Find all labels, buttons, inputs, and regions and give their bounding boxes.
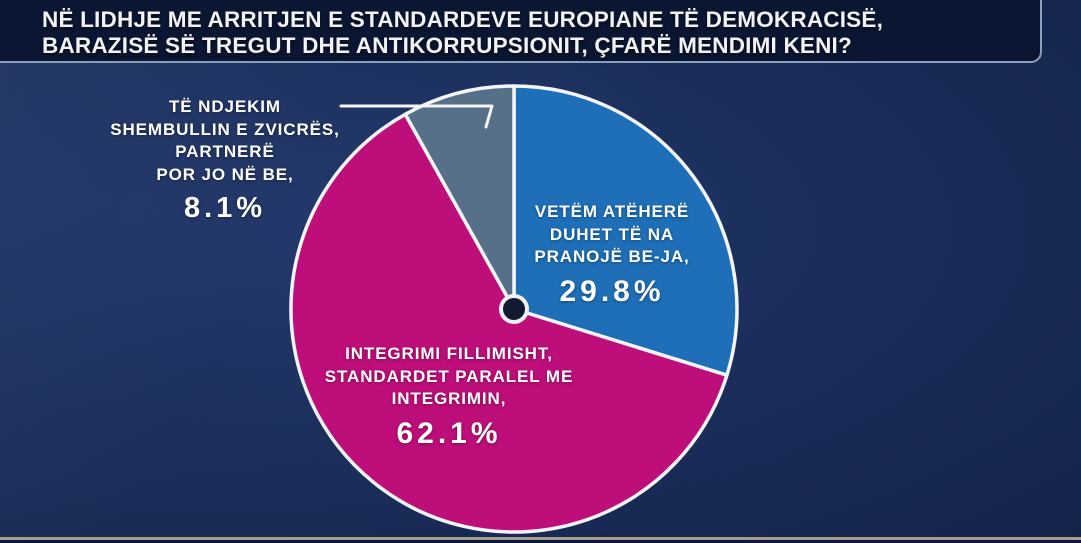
pie-slice-0 <box>512 84 739 377</box>
label-eu-acceptance: VETËM ATËHERË DUHET TË NA PRANOJË BE-JA,… <box>498 201 726 309</box>
label-integration-percent: 62.1% <box>396 416 502 450</box>
label-switzerland-percent: 8.1% <box>183 192 267 224</box>
label-integration-line: STANDARDET PARALEL ME <box>324 366 574 386</box>
bottom-rule-shadow <box>0 539 1081 543</box>
pie-center-dot <box>499 294 529 324</box>
label-integration-line: INTEGRIMIN, <box>391 389 507 408</box>
leader-line-switzerland <box>339 104 494 129</box>
question-line-1: NË LIDHJE ME ARRITJEN E STANDARDEVE EURO… <box>42 7 884 32</box>
pie-slice-1 <box>289 112 729 534</box>
label-switzerland-line: PARTNERË <box>175 142 275 161</box>
label-eu-line: VETËM ATËHERË <box>534 202 690 221</box>
label-integration: INTEGRIMI FILLIMISHT, STANDARDET PARALEL… <box>320 343 578 451</box>
label-switzerland-line: POR JO NË BE, <box>156 164 294 184</box>
pie-slice-2 <box>403 84 516 311</box>
question-line-2: BARAZISË SË TREGUT DHE ANTIKORRUPSIONIT,… <box>42 33 852 58</box>
label-eu-line: DUHET TË NA <box>549 224 675 244</box>
pie-slices <box>289 84 739 534</box>
label-switzerland: TË NDJEKIM SHEMBULLIN E ZVICRËS, PARTNER… <box>82 96 368 225</box>
label-eu-line: PRANOJË BE-JA, <box>534 247 690 266</box>
bottom-rule <box>0 537 1081 540</box>
label-integration-line: INTEGRIMI FILLIMISHT, <box>345 344 553 363</box>
label-eu-percent: 29.8% <box>559 274 665 308</box>
label-switzerland-line: SHEMBULLIN E ZVICRËS, <box>110 119 340 139</box>
label-switzerland-line: TË NDJEKIM <box>169 97 281 116</box>
question-banner: NË LIDHJE ME ARRITJEN E STANDARDEVE EURO… <box>0 0 1042 63</box>
